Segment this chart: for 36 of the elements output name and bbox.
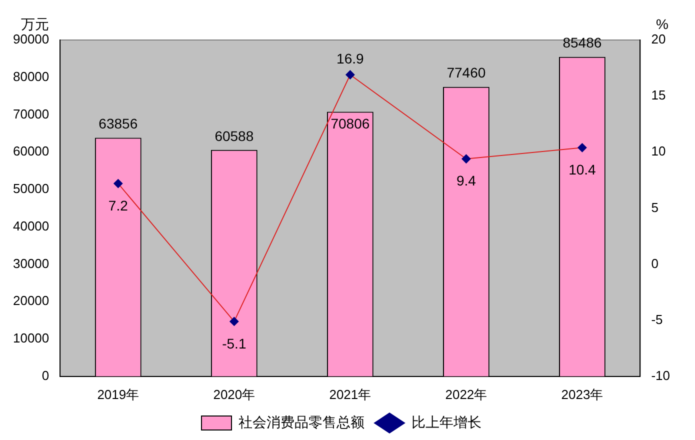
data-label: 60588	[214, 128, 254, 144]
y2-tick-label: 15	[651, 88, 666, 103]
data-label: 10.4	[568, 162, 596, 178]
y-tick-label: 0	[42, 368, 50, 383]
y-tick-label: 20000	[12, 293, 50, 308]
data-label: 77460	[446, 64, 486, 81]
data-label: 9.4	[456, 172, 476, 189]
y-tick-label: 80000	[12, 68, 50, 84]
y2-axis-title: %	[656, 16, 668, 32]
x-tick-label: 2020年	[213, 386, 256, 402]
y2-tick-label: -10	[651, 368, 670, 383]
y-tick-label: 30000	[12, 256, 50, 271]
y-tick-label: 90000	[12, 32, 50, 47]
y-tick-label: 60000	[12, 144, 50, 159]
y-tick-label: 70000	[12, 106, 50, 122]
data-label: 70806	[330, 116, 370, 132]
data-label: 63856	[98, 116, 138, 132]
y-axis-title: 万元	[21, 16, 50, 32]
y2-tick-label: -5	[651, 312, 663, 327]
legend-label: 比上年增长	[412, 414, 482, 430]
y-tick-label: 50000	[12, 181, 50, 196]
y2-tick-label: 20	[651, 32, 666, 47]
data-label: 16.9	[336, 50, 364, 67]
legend-label: 社会消费品零售总额	[238, 414, 364, 430]
y2-tick-label: 0	[651, 256, 658, 271]
y2-tick-label: 10	[651, 144, 666, 159]
x-tick-label: 2021年	[329, 386, 372, 402]
x-tick-label: 2019年	[97, 386, 140, 402]
data-label: -5.1	[222, 335, 246, 352]
y-tick-label: 10000	[12, 330, 50, 346]
data-label: 85486	[562, 34, 602, 51]
y2-tick-label: 5	[651, 200, 658, 215]
x-tick-label: 2022年	[445, 386, 488, 402]
y-tick-label: 40000	[12, 218, 50, 234]
data-label: 7.2	[108, 197, 128, 214]
x-tick-label: 2023年	[561, 386, 604, 402]
